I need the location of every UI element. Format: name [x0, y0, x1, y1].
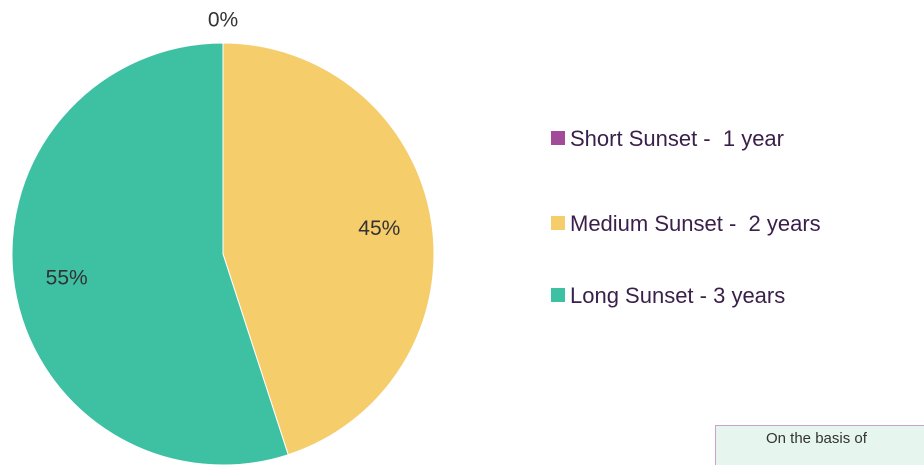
legend-label: Medium Sunset - 2 years	[570, 211, 821, 236]
data-label: 45%	[358, 217, 400, 240]
legend-label: Long Sunset - 3 years	[570, 283, 786, 308]
pie-slice	[222, 42, 435, 456]
legend-item: Medium Sunset - 2 years	[551, 210, 821, 239]
legend-swatch	[551, 288, 565, 302]
annotation: On the basis of	[766, 430, 867, 447]
legend-swatch	[551, 216, 565, 230]
data-label: 0%	[208, 9, 238, 32]
legend-swatch	[551, 131, 565, 145]
legend-item: Short Sunset - 1 year	[551, 125, 784, 154]
data-label: 55%	[46, 266, 88, 289]
pie-slice	[11, 42, 289, 465]
annotation-box: On the basis of	[715, 425, 924, 465]
legend-label: Short Sunset - 1 year	[570, 126, 784, 151]
legend-item: Long Sunset - 3 years	[551, 282, 785, 311]
